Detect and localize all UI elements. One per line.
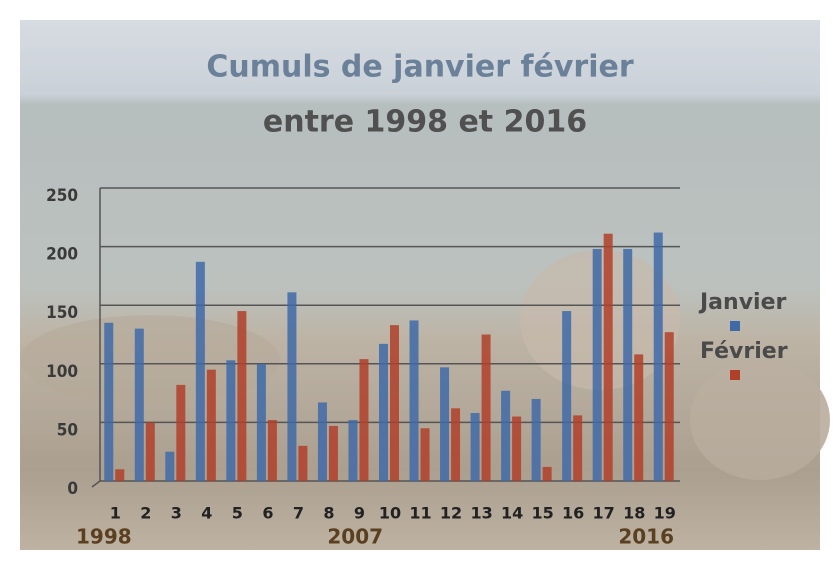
x-tick-label: 1	[110, 504, 121, 523]
chart-subtitle: entre 1998 et 2016	[263, 105, 587, 140]
x-tick-label: 12	[440, 504, 462, 523]
bar	[603, 233, 613, 481]
x-annotation: 1998	[76, 525, 132, 549]
y-tick-label: 100	[46, 362, 78, 382]
y-tick-label: 200	[46, 245, 78, 265]
bar	[409, 320, 419, 481]
bar	[531, 398, 541, 481]
bar	[451, 408, 461, 481]
bar	[542, 466, 552, 481]
bar	[104, 322, 114, 481]
x-tick-label: 8	[323, 504, 334, 523]
x-tick-label: 9	[354, 504, 365, 523]
bar	[379, 343, 388, 481]
y-tick-label: 50	[57, 420, 78, 440]
x-tick-label: 4	[201, 504, 212, 523]
x-tick-label: 7	[293, 504, 304, 523]
bar	[562, 311, 572, 481]
x-tick-label: 18	[623, 504, 645, 523]
bar	[623, 248, 633, 481]
bar	[176, 384, 186, 481]
x-tick-label: 15	[531, 504, 553, 523]
x-tick-label: 19	[654, 504, 676, 523]
bar	[653, 232, 663, 481]
x-tick-label: 10	[379, 504, 401, 523]
bar	[298, 445, 308, 481]
bar	[470, 413, 480, 481]
bar	[634, 354, 644, 481]
bar	[165, 451, 175, 481]
bar	[664, 332, 674, 481]
depth-line	[91, 480, 101, 488]
y-tick-label: 0	[67, 479, 78, 499]
x-tick-label: 13	[470, 504, 492, 523]
x-tick-label: 2	[140, 504, 151, 523]
bar	[359, 359, 369, 481]
x-tick-label: 3	[171, 504, 182, 523]
legend-swatch	[730, 321, 740, 331]
bar	[592, 248, 602, 481]
x-tick-label: 16	[562, 504, 584, 523]
bar	[348, 420, 358, 481]
bar	[134, 328, 144, 481]
bar	[390, 325, 399, 481]
legend-swatch	[730, 370, 740, 380]
x-tick-label: 11	[409, 504, 431, 523]
bar	[317, 402, 327, 481]
bar	[195, 261, 205, 481]
bar	[328, 425, 338, 481]
bar	[115, 469, 125, 481]
x-tick-label: 6	[262, 504, 273, 523]
bar	[287, 292, 297, 481]
bar	[206, 369, 216, 481]
x-tick-label: 5	[232, 504, 243, 523]
bar	[440, 367, 450, 481]
legend-label: Janvier	[698, 290, 786, 315]
y-tick-label: 250	[46, 186, 78, 206]
chart-title: Cumuls de janvier février	[206, 50, 634, 85]
bar	[267, 420, 277, 481]
bar	[501, 390, 511, 481]
x-tick-label: 14	[501, 504, 523, 523]
bar	[237, 311, 247, 481]
bar	[512, 416, 522, 481]
bar	[573, 415, 583, 481]
y-tick-label: 150	[46, 303, 78, 323]
bar	[256, 363, 266, 481]
bar	[420, 428, 430, 481]
bar	[226, 360, 236, 481]
x-annotation: 2016	[618, 525, 674, 549]
x-annotation: 2007	[327, 525, 383, 549]
x-tick-label: 17	[593, 504, 615, 523]
bar	[481, 334, 491, 481]
bar	[145, 422, 155, 481]
legend-label: Février	[700, 339, 788, 364]
rock	[690, 360, 830, 480]
